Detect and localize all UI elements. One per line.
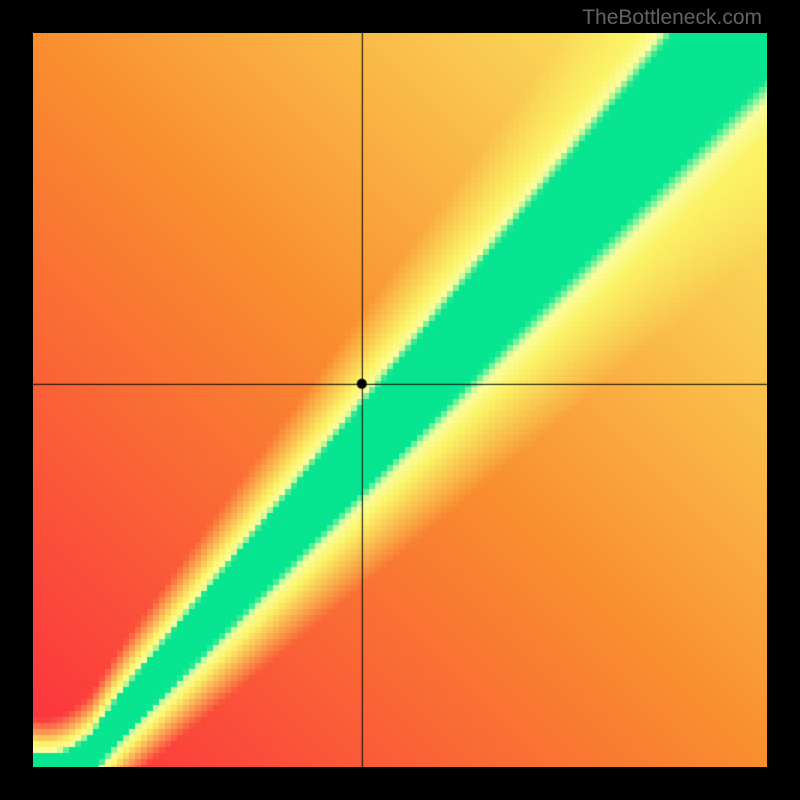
crosshair-overlay xyxy=(33,33,767,767)
chart-container: TheBottleneck.com xyxy=(0,0,800,800)
watermark-text: TheBottleneck.com xyxy=(582,6,762,30)
